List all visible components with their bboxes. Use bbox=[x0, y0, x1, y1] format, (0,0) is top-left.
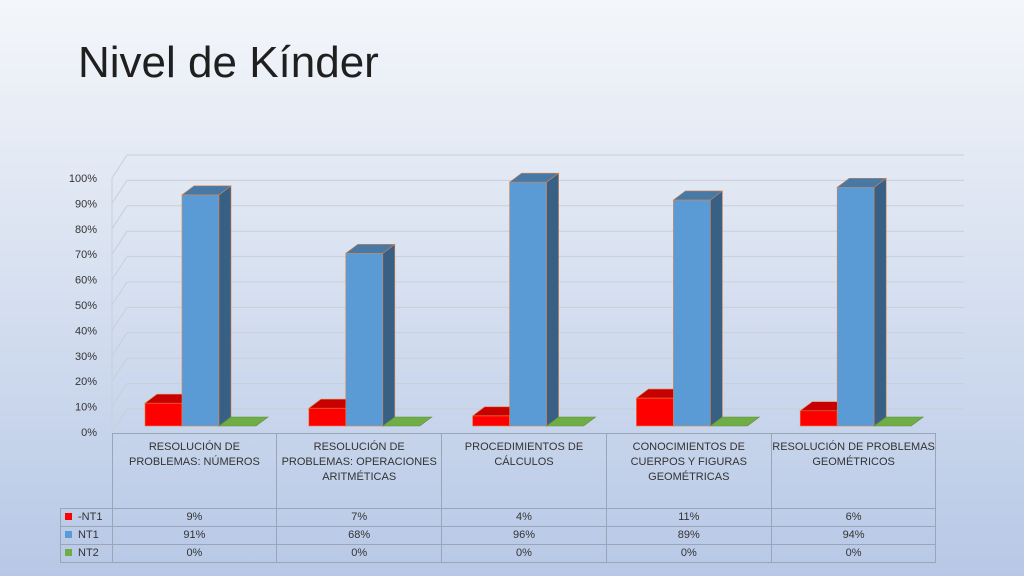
bar-nt2-3 bbox=[545, 416, 597, 427]
legend-key: -NT1 bbox=[60, 508, 113, 527]
bar-nt2-4 bbox=[709, 416, 761, 427]
bar-front bbox=[345, 252, 384, 427]
bar-side bbox=[873, 177, 887, 427]
table-cell: 0% bbox=[605, 544, 772, 563]
category-label: PROCEDIMIENTOS DE CÁLCULOS bbox=[441, 433, 607, 509]
series-name: NT1 bbox=[78, 529, 99, 541]
bar-top bbox=[672, 190, 724, 201]
bar-front bbox=[636, 397, 674, 427]
y-tick-label: 10% bbox=[75, 402, 97, 414]
table-cell: 0% bbox=[441, 544, 607, 563]
gridline-diagonal bbox=[111, 307, 128, 331]
table-cell: 91% bbox=[111, 526, 278, 545]
legend-swatch bbox=[65, 548, 72, 556]
table-cell: 9% bbox=[111, 508, 278, 527]
bar-nt1-3 bbox=[508, 172, 560, 427]
table-cell: 0% bbox=[111, 544, 278, 563]
series-name: NT2 bbox=[78, 547, 99, 559]
bar-nt1-5 bbox=[836, 177, 888, 427]
bar-top bbox=[508, 172, 560, 183]
bar-front bbox=[799, 410, 838, 427]
y-tick-label: 100% bbox=[69, 173, 97, 185]
table-corner bbox=[61, 434, 113, 509]
y-tick-label: 80% bbox=[75, 224, 97, 236]
bar-top bbox=[181, 185, 232, 196]
y-tick-label: 60% bbox=[75, 275, 97, 287]
bar-front bbox=[308, 407, 347, 427]
bar-nt2-2 bbox=[381, 416, 433, 427]
bar-front bbox=[144, 402, 183, 427]
table-cell: 0% bbox=[770, 544, 937, 563]
series-name: -NT1 bbox=[78, 511, 103, 523]
gridline-diagonal bbox=[111, 332, 128, 357]
category-header-row: RESOLUCIÓN DE PROBLEMAS: NÚMEROS RESOLUCI… bbox=[61, 433, 937, 509]
bar-nt1-4 bbox=[672, 190, 724, 427]
legend-swatch bbox=[65, 530, 72, 538]
y-tick-label: 50% bbox=[75, 300, 97, 312]
bar-flat bbox=[545, 416, 597, 427]
bar-front bbox=[509, 181, 547, 427]
chart-bars bbox=[144, 172, 925, 427]
gridline-diagonal bbox=[111, 256, 128, 280]
gridline-diagonal bbox=[111, 230, 128, 255]
bar-nt1-1 bbox=[181, 185, 232, 427]
gridline-diagonal bbox=[111, 180, 128, 204]
y-tick-label: 70% bbox=[75, 249, 97, 261]
slide-title: Nivel de Kínder bbox=[78, 38, 379, 87]
bar-front bbox=[472, 415, 510, 427]
y-tick-label: 30% bbox=[75, 351, 97, 363]
table-row: -NT1 9% 7% 4% 11% 6% bbox=[60, 508, 937, 527]
bar-flat bbox=[873, 416, 925, 427]
bar-flat bbox=[381, 416, 433, 427]
bar-flat bbox=[218, 416, 269, 427]
table-cell: 7% bbox=[276, 508, 443, 527]
bar-top bbox=[344, 243, 396, 254]
table-row: NT1 91% 68% 96% 89% 94% bbox=[60, 526, 937, 545]
bar-side bbox=[710, 190, 723, 427]
category-label: CONOCIMIENTOS DE CUERPOS Y FIGURAS GEOMÉ… bbox=[605, 433, 772, 509]
bar-front bbox=[181, 194, 220, 427]
gridline-diagonal bbox=[111, 408, 128, 433]
category-label: RESOLUCIÓN DE PROBLEMAS GEOMÉTRICOS bbox=[770, 433, 937, 509]
bar-nt1-2 bbox=[344, 243, 396, 427]
bar-nt2-1 bbox=[218, 416, 269, 427]
y-axis-ticks: 0% 10% 20% 30% 40% 50% 60% 70% 80% 90% 100% bbox=[69, 173, 97, 439]
gridline-diagonal bbox=[111, 357, 128, 382]
gridline-diagonal bbox=[111, 154, 128, 179]
bar-top bbox=[836, 177, 888, 188]
bar-side bbox=[546, 172, 559, 427]
table-cell: 68% bbox=[276, 526, 443, 545]
table-cell: 6% bbox=[770, 508, 937, 527]
table-cell: 89% bbox=[605, 526, 772, 545]
bar-front bbox=[836, 186, 875, 427]
y-tick-label: 90% bbox=[75, 198, 97, 210]
bar-flat bbox=[709, 416, 761, 427]
chart-data-table: RESOLUCIÓN DE PROBLEMAS: NÚMEROS RESOLUCI… bbox=[60, 433, 937, 563]
category-label: RESOLUCIÓN DE PROBLEMAS: OPERACIONES ARI… bbox=[276, 433, 443, 509]
legend-key: NT1 bbox=[60, 526, 113, 545]
y-tick-label: 0% bbox=[81, 427, 97, 439]
y-tick-label: 20% bbox=[75, 376, 97, 388]
y-tick-label: 40% bbox=[75, 325, 97, 337]
gridline-diagonal bbox=[111, 281, 128, 306]
table-cell: 11% bbox=[605, 508, 772, 527]
table-cell: 94% bbox=[770, 526, 937, 545]
category-label: RESOLUCIÓN DE PROBLEMAS: NÚMEROS bbox=[111, 433, 278, 509]
gridline-diagonal bbox=[111, 383, 128, 407]
table-cell: 0% bbox=[276, 544, 443, 563]
gridline-diagonal bbox=[111, 205, 128, 230]
table-row: NT2 0% 0% 0% 0% 0% bbox=[60, 544, 937, 563]
table-cell: 96% bbox=[441, 526, 607, 545]
legend-key: NT2 bbox=[60, 544, 113, 563]
bar-front bbox=[673, 199, 711, 427]
bar-side bbox=[218, 185, 232, 427]
bar-nt2-5 bbox=[873, 416, 925, 427]
legend-swatch bbox=[65, 512, 72, 520]
table-cell: 4% bbox=[441, 508, 607, 527]
bar-side bbox=[382, 243, 396, 427]
